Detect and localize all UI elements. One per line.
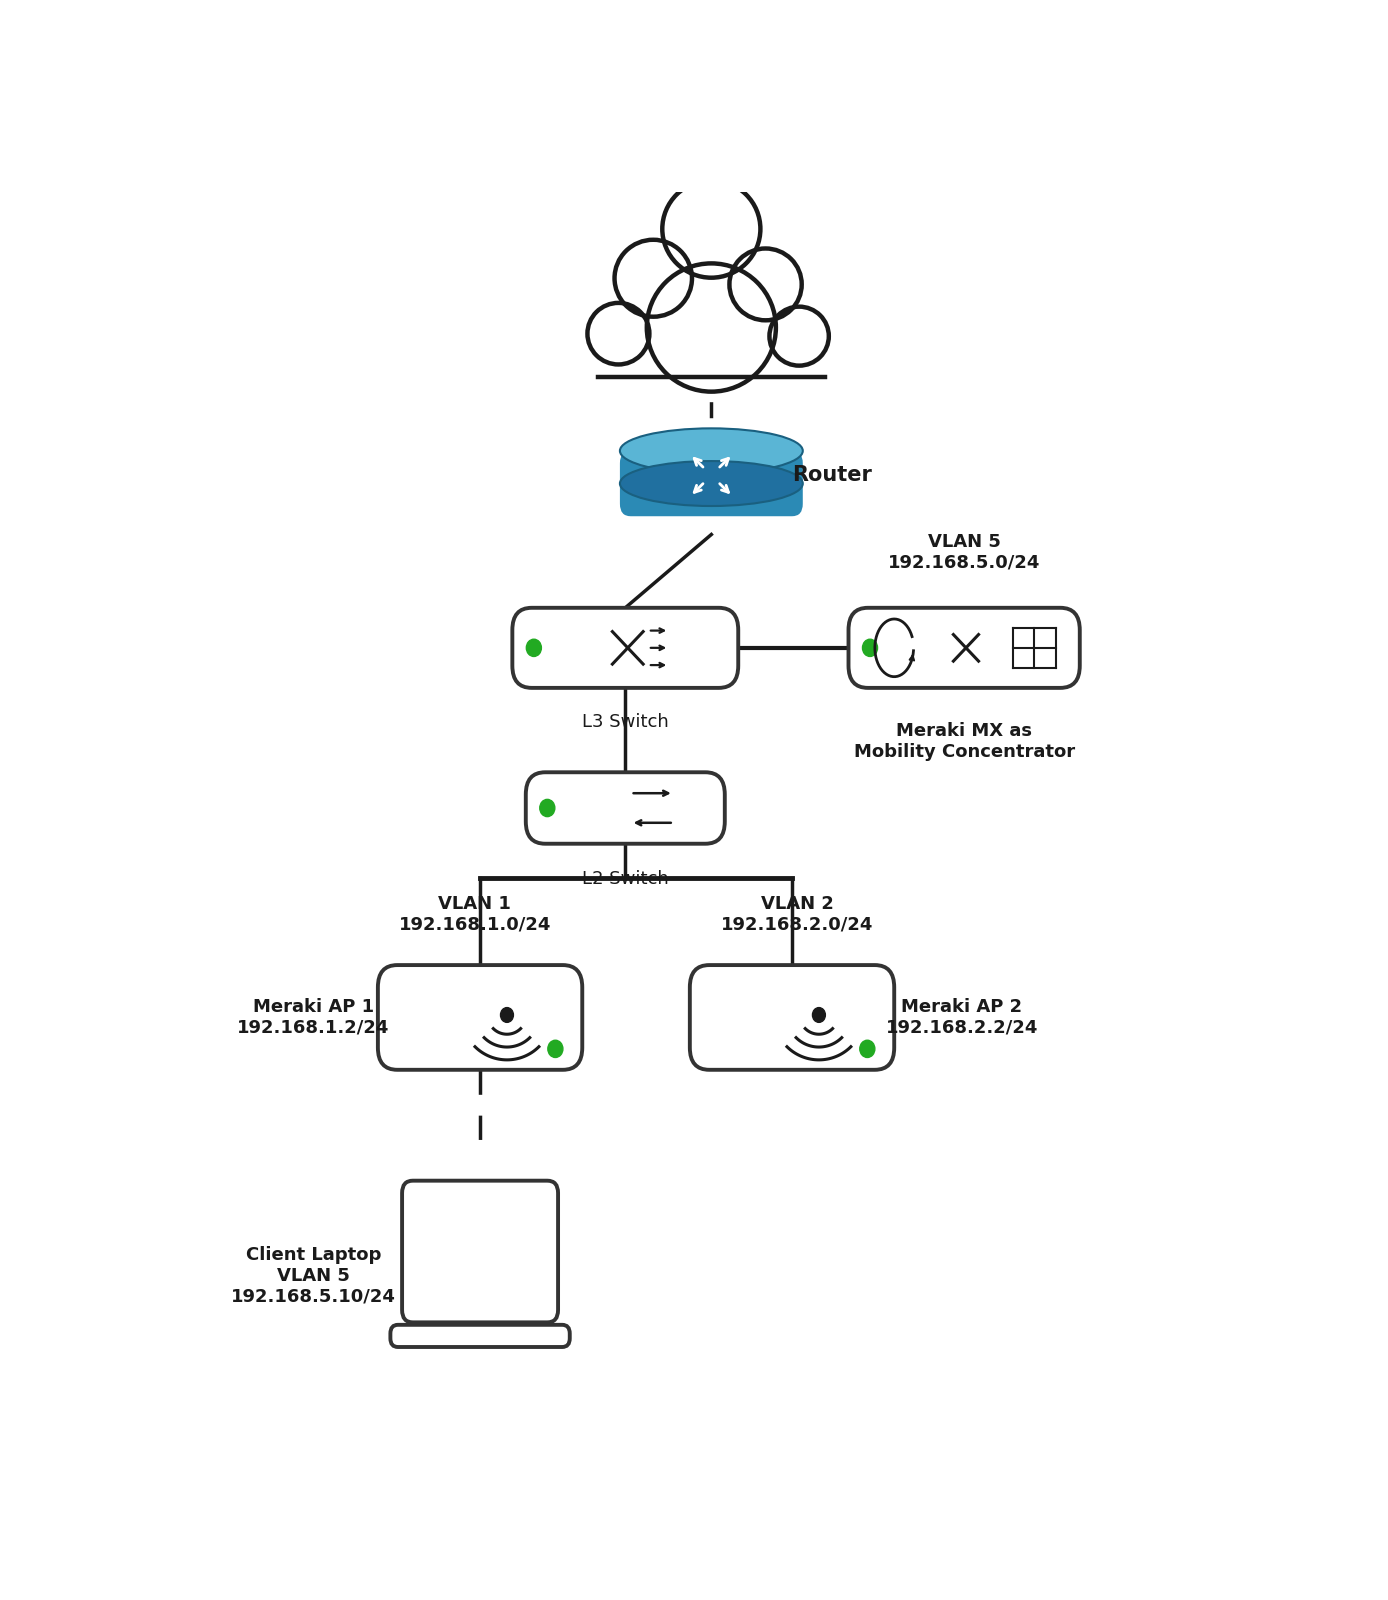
FancyBboxPatch shape xyxy=(526,773,725,843)
FancyBboxPatch shape xyxy=(390,1325,569,1347)
Circle shape xyxy=(862,640,877,656)
Circle shape xyxy=(501,1008,514,1022)
Circle shape xyxy=(540,800,555,816)
Ellipse shape xyxy=(647,264,776,392)
Text: L2 Switch: L2 Switch xyxy=(582,870,669,888)
FancyBboxPatch shape xyxy=(620,451,802,517)
FancyBboxPatch shape xyxy=(690,965,894,1070)
Ellipse shape xyxy=(620,429,802,474)
Circle shape xyxy=(526,640,541,656)
Text: Client Laptop
VLAN 5
192.168.5.10/24: Client Laptop VLAN 5 192.168.5.10/24 xyxy=(230,1246,396,1306)
FancyBboxPatch shape xyxy=(403,1181,558,1322)
Circle shape xyxy=(859,1040,874,1058)
Ellipse shape xyxy=(769,307,829,366)
Text: VLAN 5
192.168.5.0/24: VLAN 5 192.168.5.0/24 xyxy=(888,533,1041,571)
Text: Meraki AP 1
192.168.1.2/24: Meraki AP 1 192.168.1.2/24 xyxy=(237,998,390,1037)
FancyBboxPatch shape xyxy=(512,608,738,688)
Ellipse shape xyxy=(587,302,650,365)
Ellipse shape xyxy=(615,240,693,317)
Text: VLAN 2
192.168.2.0/24: VLAN 2 192.168.2.0/24 xyxy=(722,894,873,934)
Text: Meraki MX as
Mobility Concentrator: Meraki MX as Mobility Concentrator xyxy=(854,722,1074,760)
Text: Router: Router xyxy=(793,466,872,485)
Ellipse shape xyxy=(662,181,761,278)
Circle shape xyxy=(812,1008,826,1022)
Text: VLAN 1
192.168.1.0/24: VLAN 1 192.168.1.0/24 xyxy=(398,894,551,934)
Ellipse shape xyxy=(730,248,802,320)
Text: L3 Switch: L3 Switch xyxy=(582,714,669,731)
FancyBboxPatch shape xyxy=(378,965,583,1070)
Ellipse shape xyxy=(620,461,802,506)
Circle shape xyxy=(548,1040,564,1058)
Text: Meraki AP 2
192.168.2.2/24: Meraki AP 2 192.168.2.2/24 xyxy=(886,998,1038,1037)
FancyBboxPatch shape xyxy=(848,608,1080,688)
